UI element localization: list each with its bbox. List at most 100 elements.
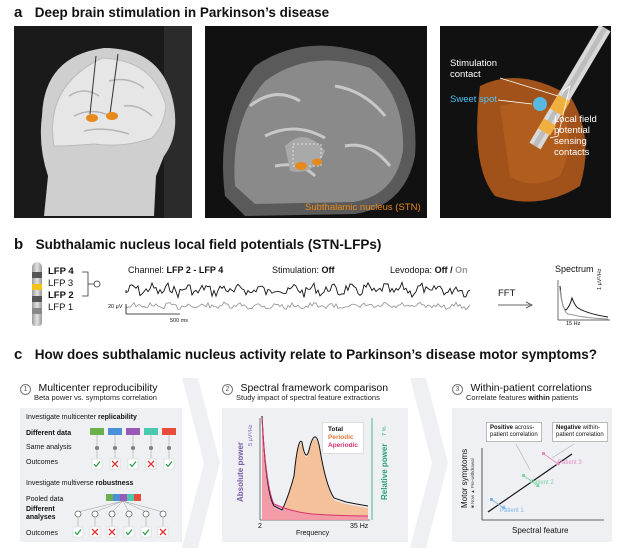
lead-contact-4 bbox=[32, 272, 42, 278]
lead-contact-3 bbox=[32, 284, 42, 290]
robustness-grid bbox=[72, 494, 169, 538]
spectral-framework-plot bbox=[259, 415, 373, 521]
lfp-trace-off bbox=[125, 280, 471, 299]
head-illustration bbox=[40, 26, 192, 218]
legend-aperiodic: Aperiodic bbox=[328, 442, 358, 449]
col1-header: 1 Multicenter reproducibility bbox=[20, 378, 158, 396]
col3-header: 3 Within-patient correlations bbox=[452, 378, 592, 396]
stn-label: Subthalamic nucleus (STN) bbox=[305, 202, 421, 213]
section-letter: c bbox=[14, 346, 23, 363]
outcome-cross-icon bbox=[106, 526, 118, 538]
col2-subheading: Study impact of spectral feature extract… bbox=[236, 393, 380, 402]
col1-box: Investigate multicenter replicability Di… bbox=[20, 408, 182, 542]
box2-title: Investigate multiverse robustness bbox=[26, 480, 133, 487]
section-b-header: b Subthalamic nucleus local field potent… bbox=[14, 236, 381, 254]
within-patient-plot bbox=[481, 443, 604, 521]
scale-ms-label: 500 ms bbox=[170, 318, 189, 324]
col3-ylabel-sub: ■ Now ▲ Pre-withdrawal bbox=[470, 458, 475, 508]
analysis-gear-icon bbox=[159, 510, 167, 518]
pooled-block bbox=[120, 494, 127, 501]
col2-heading: Spectral framework comparison bbox=[240, 382, 389, 394]
ylabel-relative: Relative power bbox=[380, 443, 389, 500]
section-letter: b bbox=[14, 236, 24, 253]
mri-illustration bbox=[223, 45, 416, 216]
step-number: 1 bbox=[20, 384, 31, 395]
section-title: Deep brain stimulation in Parkinson’s di… bbox=[34, 5, 330, 20]
lead-contact-2 bbox=[32, 296, 42, 302]
dbs-lead bbox=[32, 262, 42, 326]
lfp-contacts-label: Local field potential sensing contacts bbox=[554, 114, 597, 158]
chevron-arrow-2 bbox=[410, 378, 448, 548]
levodopa-label: Levodopa: Off / On bbox=[390, 265, 468, 275]
outcome-check-icon bbox=[163, 458, 175, 470]
spectrum-mini-plot bbox=[557, 280, 610, 321]
data-block-2 bbox=[108, 428, 122, 435]
box2-title-b: robustness bbox=[95, 480, 134, 487]
data-block-1 bbox=[90, 428, 104, 435]
spectrum-xlabel: 15 Hz bbox=[566, 321, 581, 327]
box1-title-a: Investigate multicenter bbox=[26, 414, 98, 421]
x-end-tick: 35 Hz bbox=[350, 523, 369, 530]
outcome-cross-icon bbox=[109, 458, 121, 470]
mri-panel: Subthalamic nucleus (STN) bbox=[205, 26, 427, 218]
col2-header: 2 Spectral framework comparison bbox=[222, 378, 388, 396]
patient-1-label: Patient 1 bbox=[500, 508, 524, 514]
same-analysis-label: Same analysis bbox=[26, 444, 72, 451]
channel-prefix: Channel: bbox=[128, 265, 165, 275]
positive-rest: across- patient correlation bbox=[490, 425, 538, 438]
col3-xlabel: Spectral feature bbox=[512, 526, 569, 535]
different-analyses-label: Different analyses bbox=[26, 506, 56, 521]
negative-correlation-box: Negative within- patient correlation bbox=[552, 422, 608, 442]
stim-prefix: Stimulation: bbox=[272, 265, 320, 275]
analysis-gear-icon bbox=[125, 510, 133, 518]
pooled-block bbox=[113, 494, 120, 501]
negative-bold: Negative bbox=[556, 425, 582, 431]
pooled-block bbox=[106, 494, 113, 501]
box1-title-b: replicability bbox=[97, 414, 137, 421]
lfp-trace-on bbox=[125, 301, 471, 311]
outcome-check-icon bbox=[140, 526, 152, 538]
pooled-block bbox=[134, 494, 141, 501]
col3-sub-c: patients bbox=[549, 393, 579, 402]
lead-label-4: LFP 4 bbox=[48, 266, 74, 277]
step-number: 3 bbox=[452, 384, 463, 395]
col2-box: Total Periodic Aperiodic Absolute power … bbox=[222, 408, 408, 542]
section-letter: a bbox=[14, 4, 23, 21]
section-a-header: a Deep brain stimulation in Parkinson’s … bbox=[14, 4, 329, 22]
spectral-legend: Total Periodic Aperiodic bbox=[322, 422, 364, 454]
analysis-gear-icon bbox=[91, 510, 99, 518]
fft-arrow-icon bbox=[498, 301, 533, 309]
ylabel-relative-unit: 7 % bbox=[382, 426, 388, 436]
spectrum-ylabel: 1 µV²/Hz bbox=[597, 268, 603, 290]
col3-sub-a: Correlate features bbox=[466, 393, 529, 402]
outcome-check-icon bbox=[127, 458, 139, 470]
outcomes2-label: Outcomes bbox=[26, 530, 58, 537]
ylabel-absolute: Absolute power bbox=[236, 441, 245, 502]
lead-contact-1 bbox=[32, 308, 42, 314]
col3-heading: Within-patient correlations bbox=[470, 382, 592, 394]
outcome-check-icon bbox=[72, 526, 84, 538]
chevron-arrow-1 bbox=[182, 378, 220, 548]
lfp-traces bbox=[125, 280, 471, 315]
patient-2-label: Patient 2 bbox=[530, 480, 554, 486]
stimulation-contact-label: Stimulation contact bbox=[450, 58, 497, 80]
data-block-3 bbox=[126, 428, 140, 435]
levodopa-sep: / bbox=[450, 265, 453, 275]
data-block-5 bbox=[162, 428, 176, 435]
positive-bold: Positive bbox=[490, 425, 514, 431]
lead-contact-labels: LFP 4 LFP 3 LFP 2 LFP 1 bbox=[48, 266, 74, 314]
replicability-grid bbox=[90, 428, 176, 470]
channel-label: Channel: LFP 2 - LFP 4 bbox=[128, 265, 223, 275]
section-title: Subthalamic nucleus local field potentia… bbox=[35, 237, 382, 252]
col3-box: Positive across- patient correlation Neg… bbox=[452, 408, 612, 542]
scale-uv-label: 20 µV bbox=[108, 304, 123, 310]
outcome-cross-icon bbox=[157, 526, 169, 538]
levodopa-off: Off bbox=[434, 265, 448, 275]
ylabel-absolute-unit: 5 µV²/Hz bbox=[248, 424, 254, 446]
data-block-4 bbox=[144, 428, 158, 435]
box2-title-a: Investigate multiverse bbox=[26, 480, 96, 487]
electrode-panel: Stimulation contact Sweet spot Local fie… bbox=[440, 24, 611, 218]
outcome-check-icon bbox=[123, 526, 135, 538]
lead-label-3: LFP 3 bbox=[48, 278, 74, 289]
step-number: 2 bbox=[222, 384, 233, 395]
